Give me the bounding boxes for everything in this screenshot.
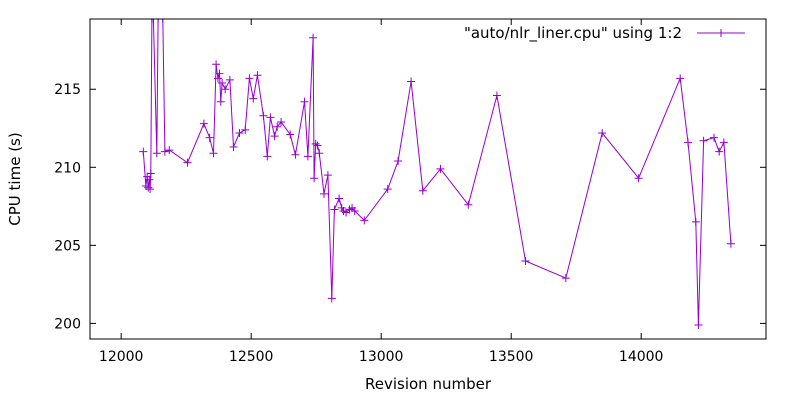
- data-point: [684, 138, 692, 147]
- data-point: [291, 150, 300, 159]
- data-point: [699, 136, 708, 145]
- y-axis-label: CPU time (s): [6, 132, 24, 225]
- data-point: [335, 194, 344, 203]
- data-point: [216, 97, 225, 106]
- data-point: [311, 139, 320, 148]
- data-point: [286, 130, 295, 139]
- data-point: [215, 69, 224, 78]
- data-point: [561, 274, 570, 283]
- data-point: [694, 320, 703, 329]
- data-point: [259, 111, 268, 120]
- data-point: [225, 75, 234, 84]
- data-point: [327, 294, 336, 303]
- data-point: [146, 169, 155, 178]
- legend: "auto/nlr_liner.cpu" using 1:2: [464, 24, 745, 43]
- data-point: [146, 185, 155, 194]
- x-tick-label: 14000: [619, 349, 664, 365]
- x-tick-label: 12500: [229, 349, 274, 365]
- data-point: [710, 133, 718, 142]
- data-point: [139, 147, 148, 156]
- data-point: [360, 216, 369, 225]
- data-point: [303, 152, 312, 161]
- data-point: [350, 207, 359, 215]
- series-layer: [139, 19, 735, 329]
- plot-frame: [89, 18, 767, 340]
- data-point: [309, 33, 318, 42]
- y-tick-label: 215: [54, 82, 81, 98]
- x-tick-label: 13000: [359, 349, 404, 365]
- x-tick-label: 13500: [489, 349, 534, 365]
- data-point: [313, 141, 322, 150]
- x-axis-label: Revision number: [365, 375, 492, 393]
- data-point: [218, 79, 227, 87]
- data-point: [521, 256, 530, 265]
- data-point: [273, 122, 282, 131]
- data-point: [320, 189, 328, 198]
- y-tick-label: 210: [54, 160, 81, 176]
- data-point: [235, 128, 244, 137]
- data-point: [726, 239, 735, 248]
- y-tick-label: 205: [54, 238, 81, 254]
- data-point: [149, 19, 158, 23]
- legend-label: "auto/nlr_liner.cpu" using 1:2: [464, 24, 682, 43]
- data-point: [213, 74, 222, 83]
- data-point: [418, 186, 427, 195]
- data-point: [249, 94, 258, 103]
- data-point: [330, 205, 339, 214]
- data-point: [199, 119, 208, 128]
- data-point: [154, 19, 163, 23]
- y-tick-label: 200: [54, 316, 81, 332]
- x-tick-label: 12000: [99, 349, 144, 365]
- legend-marker: [717, 29, 725, 37]
- data-point: [158, 19, 167, 23]
- data-point: [464, 200, 473, 209]
- data-point: [310, 174, 319, 183]
- data-point: [715, 147, 724, 156]
- data-point: [205, 133, 214, 142]
- data-point: [277, 118, 286, 127]
- data-point: [263, 152, 272, 161]
- data-point: [183, 158, 192, 167]
- data-point: [634, 174, 643, 183]
- data-point: [165, 146, 174, 155]
- data-point: [719, 138, 728, 147]
- data-point: [270, 132, 279, 141]
- data-point: [394, 157, 403, 166]
- data-point: [691, 217, 700, 226]
- data-point: [221, 85, 230, 94]
- data-point: [383, 185, 392, 194]
- data-point: [407, 77, 416, 86]
- data-point: [145, 175, 154, 184]
- data-point: [492, 91, 501, 100]
- data-point: [160, 147, 169, 156]
- data-point: [315, 149, 324, 158]
- data-point: [229, 143, 238, 151]
- series-0: [139, 19, 735, 329]
- data-point: [209, 149, 218, 158]
- data-point: [436, 164, 445, 173]
- data-point: [598, 128, 607, 137]
- data-point: [152, 149, 161, 158]
- data-point: [147, 19, 156, 23]
- data-point: [676, 74, 685, 83]
- data-point: [144, 183, 153, 192]
- data-point: [266, 113, 275, 122]
- data-point: [323, 171, 332, 180]
- axis-ticks: 12000 12500 13000 13500 14000 200 205 210 215: [54, 19, 766, 365]
- data-point: [245, 74, 254, 83]
- data-point: [253, 71, 262, 80]
- data-point: [241, 125, 250, 134]
- data-point: [300, 97, 309, 106]
- data-point: [212, 60, 221, 69]
